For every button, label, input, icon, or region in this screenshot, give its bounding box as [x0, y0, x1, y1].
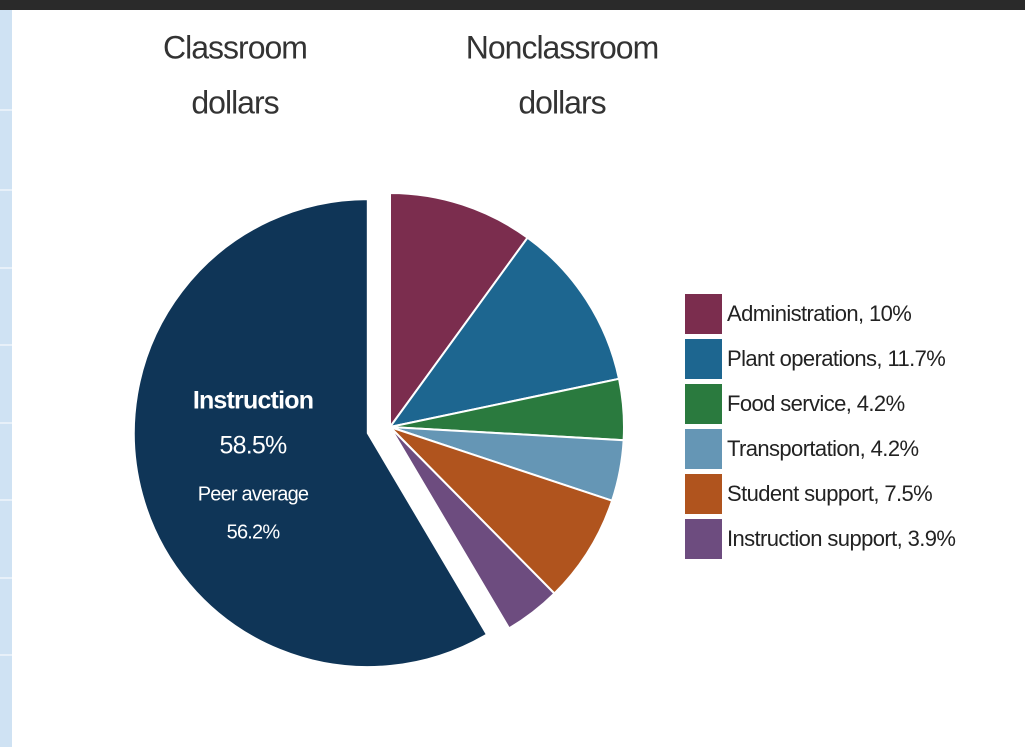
legend-separator: , — [876, 346, 887, 371]
slice-label: Instruction — [193, 387, 313, 415]
legend-separator: , — [873, 481, 884, 506]
legend-value: 11.7% — [887, 346, 945, 371]
legend-label: Plant operations — [727, 346, 877, 371]
legend-separator: , — [897, 526, 908, 551]
legend-swatch — [685, 519, 722, 559]
legend-label: Student support — [727, 481, 874, 506]
legend-value: 4.2% — [871, 436, 919, 461]
legend-swatch — [685, 339, 722, 379]
legend-value: 4.2% — [857, 391, 905, 416]
annotation-value: 56.2% — [227, 521, 281, 543]
legend-entry: Student support, 7.5% — [727, 481, 932, 506]
legend-entry: Instruction support, 3.9% — [727, 526, 955, 551]
heading: dollars — [191, 84, 278, 120]
legend-swatch — [685, 474, 722, 514]
heading: dollars — [518, 84, 605, 120]
pie-slice — [387, 236, 621, 429]
heading: Nonclassroom — [466, 29, 659, 65]
legend-swatch — [685, 384, 722, 424]
legend-separator: , — [860, 436, 871, 461]
legend-separator: , — [846, 391, 857, 416]
legend-swatch — [685, 429, 722, 469]
legend-separator: , — [858, 301, 869, 326]
pie-slice — [389, 191, 529, 431]
legend-value: 7.5% — [884, 481, 932, 506]
pie-slice — [132, 198, 489, 669]
top-strip — [0, 0, 1025, 10]
heading: Classroom — [163, 29, 307, 65]
legend-entry: Transportation, 4.2% — [727, 436, 918, 461]
legend-entry: Administration, 10% — [727, 301, 911, 326]
legend-value: 3.9% — [908, 526, 956, 551]
legend-label: Food service — [727, 391, 846, 416]
slice-value: 58.5% — [220, 432, 287, 460]
left-strip — [0, 10, 12, 747]
legend-label: Administration — [727, 301, 858, 326]
legend-value: 10% — [869, 301, 911, 326]
pie-slice — [389, 426, 556, 630]
legend-label: Transportation — [727, 436, 860, 461]
legend-entry: Food service, 4.2% — [727, 391, 905, 416]
legend-entry: Plant operations, 11.7% — [727, 346, 945, 371]
pie-slice — [389, 426, 614, 595]
annotation-label: Peer average — [198, 483, 309, 505]
legend-swatch — [685, 294, 722, 334]
legend-label: Instruction support — [727, 526, 897, 551]
